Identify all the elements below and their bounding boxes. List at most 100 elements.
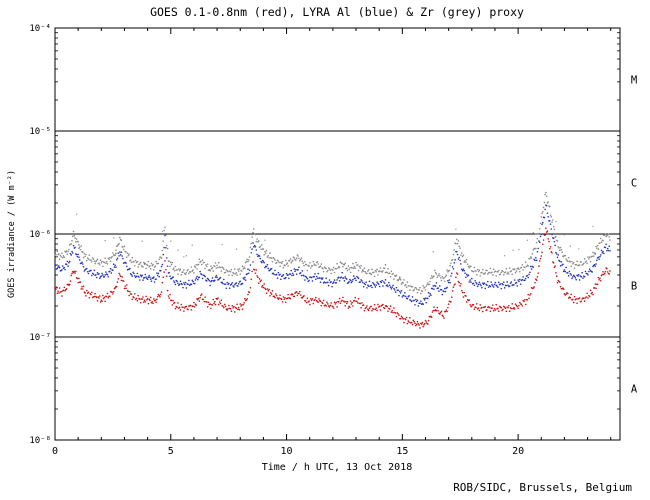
data-point — [524, 279, 526, 282]
data-point — [508, 310, 511, 313]
data-point — [196, 275, 198, 278]
data-point — [409, 299, 412, 302]
data-point — [233, 268, 236, 270]
data-point — [303, 265, 305, 267]
data-point — [149, 276, 151, 279]
data-point — [592, 251, 594, 254]
data-point — [556, 240, 559, 242]
data-point — [371, 286, 373, 289]
data-point — [382, 285, 384, 287]
data-point — [82, 285, 85, 287]
data-point — [185, 287, 188, 289]
data-point — [194, 266, 197, 269]
data-point — [609, 250, 611, 252]
data-point — [90, 269, 92, 272]
data-point — [168, 271, 171, 274]
data-point — [235, 282, 238, 284]
data-point — [239, 303, 242, 305]
data-point — [117, 278, 120, 280]
data-point — [183, 282, 185, 284]
data-point — [325, 267, 327, 270]
data-point — [493, 283, 496, 286]
data-point — [101, 272, 103, 275]
data-point — [162, 240, 165, 242]
data-point — [394, 312, 397, 314]
data-point — [362, 285, 365, 288]
data-point — [605, 243, 607, 246]
data-point — [376, 309, 378, 312]
data-point — [354, 296, 357, 299]
data-point — [161, 249, 164, 252]
data-point — [247, 293, 249, 296]
data-point — [244, 261, 247, 264]
data-point — [151, 300, 154, 303]
data-point — [468, 266, 471, 269]
data-point — [304, 279, 306, 281]
data-point — [119, 274, 121, 276]
data-point — [100, 262, 103, 264]
data-point — [72, 271, 75, 274]
data-point — [453, 262, 456, 264]
data-point — [572, 298, 574, 301]
data-point — [85, 295, 87, 297]
y-axis-ticks: 10⁻⁴10⁻⁵10⁻⁶10⁻⁷10⁻⁸ — [29, 24, 620, 446]
data-point — [221, 281, 223, 284]
data-point — [228, 287, 231, 289]
data-point — [217, 297, 219, 299]
data-point — [109, 260, 112, 263]
data-point — [560, 248, 563, 251]
data-point — [567, 256, 570, 259]
data-point — [243, 278, 245, 280]
data-point — [224, 305, 227, 308]
data-point — [169, 265, 171, 268]
data-point — [209, 303, 211, 305]
data-point — [575, 278, 578, 281]
data-point — [105, 271, 107, 273]
data-point — [588, 258, 590, 260]
data-point — [216, 276, 218, 279]
data-point — [286, 297, 289, 300]
data-point — [213, 300, 216, 303]
data-point — [200, 293, 203, 295]
data-point — [602, 270, 604, 273]
data-point — [133, 292, 136, 295]
data-point — [247, 259, 250, 261]
data-point — [460, 254, 462, 257]
data-point — [282, 266, 285, 269]
data-point — [406, 281, 409, 283]
data-point — [205, 301, 208, 303]
scatter-point — [104, 239, 106, 242]
data-point — [476, 274, 478, 276]
data-point — [196, 278, 199, 281]
data-point — [79, 281, 82, 283]
data-point — [352, 262, 354, 265]
data-point — [594, 252, 597, 255]
data-point — [261, 284, 264, 287]
data-point — [232, 307, 234, 309]
data-point — [452, 286, 455, 288]
data-point — [103, 296, 106, 299]
data-point — [372, 308, 375, 310]
flare-class-label-a: A — [631, 384, 638, 396]
data-point — [466, 263, 469, 266]
data-point — [291, 272, 294, 275]
data-point — [214, 276, 217, 278]
flare-class-label-m: M — [631, 75, 637, 87]
data-point — [399, 290, 401, 293]
data-point — [277, 298, 280, 300]
data-point — [588, 268, 591, 271]
data-point — [594, 283, 597, 285]
data-point — [566, 272, 569, 274]
data-point — [92, 258, 95, 260]
data-point — [388, 281, 390, 284]
data-point — [604, 233, 607, 236]
data-point — [139, 298, 141, 300]
data-point — [372, 283, 375, 285]
data-point — [586, 262, 588, 265]
data-point — [547, 238, 550, 240]
data-point — [319, 265, 322, 267]
data-point — [218, 301, 221, 303]
data-point — [244, 276, 246, 279]
data-point — [204, 275, 206, 278]
data-point — [506, 281, 508, 283]
